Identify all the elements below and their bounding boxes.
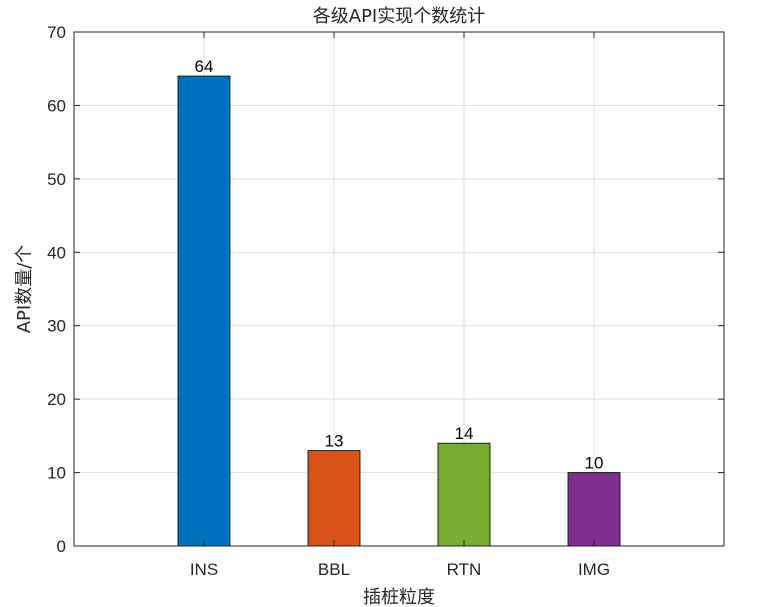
x-tick-label: INS — [190, 560, 218, 579]
y-tick-label: 20 — [47, 390, 66, 409]
chart-title: 各级API实现个数统计 — [313, 6, 485, 27]
bars — [177, 75, 621, 547]
plot-area — [74, 32, 724, 546]
axes-box — [73, 31, 725, 547]
y-tick-label: 50 — [47, 170, 66, 189]
y-axis-title: API数量/个 — [14, 245, 35, 334]
data-label: 13 — [325, 432, 344, 451]
bar-img — [567, 472, 621, 547]
ticks: 0 10 20 30 40 50 60 70 INS BBL RTN IMG — [47, 23, 724, 579]
x-tick-label: BBL — [318, 560, 350, 579]
data-label: 14 — [455, 424, 474, 443]
y-tick-label: 10 — [47, 464, 66, 483]
x-axis-title: 插桩粒度 — [363, 587, 435, 607]
data-label: 64 — [195, 57, 214, 76]
y-tick-label: 0 — [57, 537, 66, 556]
data-labels: 64 13 14 10 — [195, 57, 604, 473]
data-label: 10 — [585, 454, 604, 473]
y-tick-label: 60 — [47, 96, 66, 115]
y-tick-label: 30 — [47, 317, 66, 336]
x-tick-label: RTN — [447, 560, 482, 579]
x-tick-label: IMG — [578, 560, 610, 579]
bar-bbl — [307, 450, 361, 547]
bar-ins — [177, 75, 231, 547]
bar-rtn — [437, 442, 491, 547]
y-tick-label: 70 — [47, 23, 66, 42]
y-tick-label: 40 — [47, 243, 66, 262]
